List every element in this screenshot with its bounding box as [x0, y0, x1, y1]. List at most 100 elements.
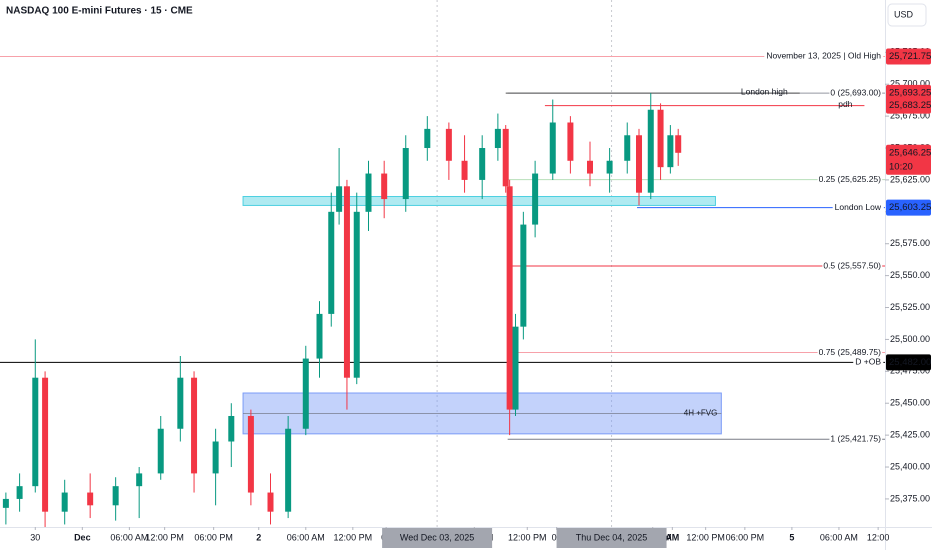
candle-body: [657, 109, 664, 168]
x-tick-label: Dec: [74, 532, 91, 542]
x-tick-label: 06:00 AM: [287, 532, 325, 542]
drawings: 4H +FVG 0 (25,693.00) 0.25 (25,625.25) 0.5 …: [0, 50, 885, 444]
candle-body: [112, 486, 119, 506]
x-tick-label: 5: [789, 532, 794, 542]
x-tick-label: 12:00: [867, 532, 890, 542]
candle-body: [353, 211, 360, 378]
price-tag-label: 25,721.75: [889, 51, 931, 62]
y-tick-label: 25,575.00: [890, 238, 930, 248]
candle-body: [177, 377, 184, 429]
candle-body: [285, 428, 292, 512]
x-tick-label: 2: [256, 532, 261, 542]
price-tag: [886, 84, 931, 101]
fib-label-bg: [817, 173, 883, 184]
candle-body: [461, 160, 468, 180]
candle-body: [549, 122, 556, 174]
y-tick-label: 25,475.00: [890, 366, 930, 376]
candle-body: [191, 377, 198, 474]
y-tick-label: 25,700.00: [890, 79, 930, 89]
fib-label: 0.5 (25,557.50): [823, 260, 881, 270]
level-label: London Low: [835, 202, 882, 212]
crosshair-label: Wed Dec 03, 2025: [400, 532, 474, 542]
fib-label: 0 (25,693.00): [830, 87, 881, 97]
currency-button[interactable]: [887, 3, 927, 27]
candle-body: [267, 492, 274, 512]
price-tag-label: 25,693.25: [889, 87, 931, 98]
candle-body: [479, 148, 486, 180]
x-tick-label: 06:00 PM: [726, 532, 765, 542]
fib-label-bg: [817, 346, 883, 357]
y-tick-label: 25,625.00: [890, 174, 930, 184]
level-label: London high: [741, 86, 788, 96]
y-tick-label: 25,425.00: [890, 430, 930, 440]
candle-body: [228, 415, 235, 442]
candle-body: [336, 186, 343, 212]
candle-body: [424, 128, 431, 149]
axes: 25,375.00 25,400.00 25,425.00 25,450.00 25,4…: [30, 47, 930, 548]
fib-label-bg: [829, 433, 883, 444]
y-tick-label: 25,400.00: [890, 461, 930, 471]
candle-body: [212, 441, 219, 474]
candle-body: [506, 186, 513, 410]
price-tag-sublabel: 10:20: [889, 161, 913, 172]
price-tag: [886, 199, 931, 216]
candle-body: [606, 160, 613, 174]
level-label: November 13, 2025 | Old High: [766, 51, 881, 61]
currency-label: USD: [894, 9, 914, 19]
candle-body: [316, 313, 323, 359]
zone-label: 4H +FVG: [684, 409, 718, 418]
candle-body: [381, 173, 388, 200]
price-tag: [886, 97, 931, 114]
candle-body: [567, 122, 574, 161]
candle-body: [520, 224, 527, 327]
candles: [2, 93, 682, 527]
candle-body: [675, 135, 682, 153]
x-tick-label: 06:00 PM: [194, 532, 233, 542]
level-label: pdh: [838, 99, 852, 109]
y-tick-label: 25,525.00: [890, 302, 930, 312]
price-tag-label: 25,646.25: [889, 147, 931, 158]
candle-body: [16, 486, 23, 499]
y-tick-label: 25,500.00: [890, 334, 930, 344]
candle-body: [647, 109, 654, 193]
level-label-bg: [832, 201, 884, 212]
price-tag-label: 25,683.25: [889, 100, 931, 111]
price-tags: 25,721.75 25,693.25 25,683.25 25,646.25 10:2…: [886, 48, 931, 371]
candle-body: [302, 358, 309, 429]
candle-body: [136, 473, 143, 487]
y-tick-label: 25,675.00: [890, 110, 930, 120]
x-tick-label: AM: [665, 532, 679, 542]
price-tag-label: 25,482.00: [889, 357, 931, 368]
candle-body: [402, 148, 409, 200]
candle-body: [365, 173, 372, 212]
candle-body: [502, 128, 509, 187]
zone: [242, 196, 716, 206]
crosshair-label-box: [556, 528, 667, 548]
fib-label: 0.25 (25,625.25): [819, 174, 882, 184]
fib-label-bg: [822, 260, 883, 271]
y-tick-label: 25,375.00: [890, 493, 930, 503]
candle-body: [2, 498, 9, 508]
candle-body: [624, 135, 631, 161]
fib-label: 0.75 (25,489.75): [819, 347, 882, 357]
fib-label: 1 (25,421.75): [830, 434, 881, 444]
crosshair-label: Thu Dec 04, 2025: [576, 532, 648, 542]
candle-body: [512, 326, 519, 410]
x-tick-label: 12:00 PM: [686, 532, 725, 542]
price-tag: [886, 48, 931, 65]
candle-body: [667, 135, 674, 168]
level-label: D +OB: [855, 357, 881, 367]
price-tag: [886, 144, 931, 175]
y-tick-label: 25,550.00: [890, 270, 930, 280]
candle-body: [61, 492, 68, 512]
chart-title: NASDAQ 100 E-mini Futures · 15 · CME: [6, 6, 193, 17]
y-tick-label: 25,450.00: [890, 398, 930, 408]
candle-body: [42, 377, 49, 512]
x-tick-label: 30: [30, 532, 40, 542]
candle-body: [532, 173, 539, 225]
candle-body: [87, 492, 94, 506]
candle-body: [587, 160, 593, 174]
candle-body: [445, 128, 452, 161]
candle-body: [343, 186, 350, 378]
